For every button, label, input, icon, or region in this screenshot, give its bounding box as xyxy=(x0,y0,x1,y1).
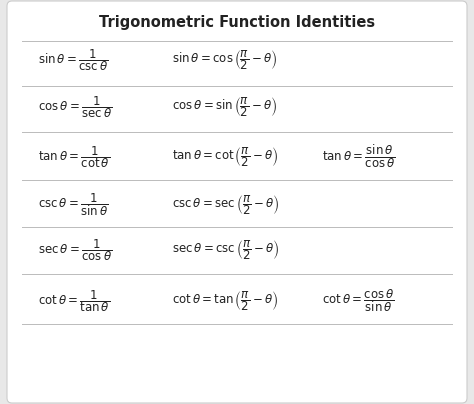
Text: $\tan\theta = \dfrac{1}{\cot\theta}$: $\tan\theta = \dfrac{1}{\cot\theta}$ xyxy=(38,144,110,170)
Text: $\sin\theta = \dfrac{1}{\csc\theta}$: $\sin\theta = \dfrac{1}{\csc\theta}$ xyxy=(38,47,109,73)
Text: $\cot\theta = \dfrac{\cos\theta}{\sin\theta}$: $\cot\theta = \dfrac{\cos\theta}{\sin\th… xyxy=(322,288,395,314)
Text: $\sin\theta = \cos\left(\dfrac{\pi}{2} - \theta\right)$: $\sin\theta = \cos\left(\dfrac{\pi}{2} -… xyxy=(172,48,277,72)
Text: $\cot\theta = \tan\left(\dfrac{\pi}{2} - \theta\right)$: $\cot\theta = \tan\left(\dfrac{\pi}{2} -… xyxy=(172,289,278,313)
Text: $\sec\theta = \csc\left(\dfrac{\pi}{2} - \theta\right)$: $\sec\theta = \csc\left(\dfrac{\pi}{2} -… xyxy=(172,238,280,262)
Text: Trigonometric Function Identities: Trigonometric Function Identities xyxy=(99,15,375,29)
Text: $\tan\theta = \cot\left(\dfrac{\pi}{2} - \theta\right)$: $\tan\theta = \cot\left(\dfrac{\pi}{2} -… xyxy=(172,145,278,169)
Text: $\csc\theta = \dfrac{1}{\sin\theta}$: $\csc\theta = \dfrac{1}{\sin\theta}$ xyxy=(38,191,109,218)
Text: $\cot\theta = \dfrac{1}{\tan\theta}$: $\cot\theta = \dfrac{1}{\tan\theta}$ xyxy=(38,288,110,314)
Text: $\cos\theta = \dfrac{1}{\sec\theta}$: $\cos\theta = \dfrac{1}{\sec\theta}$ xyxy=(38,94,112,120)
Text: $\csc\theta = \sec\left(\dfrac{\pi}{2} - \theta\right)$: $\csc\theta = \sec\left(\dfrac{\pi}{2} -… xyxy=(172,193,280,217)
FancyBboxPatch shape xyxy=(7,1,467,403)
Text: $\tan\theta = \dfrac{\sin\theta}{\cos\theta}$: $\tan\theta = \dfrac{\sin\theta}{\cos\th… xyxy=(322,144,396,170)
Text: $\sec\theta = \dfrac{1}{\cos\theta}$: $\sec\theta = \dfrac{1}{\cos\theta}$ xyxy=(38,237,112,263)
Text: $\cos\theta = \sin\left(\dfrac{\pi}{2} - \theta\right)$: $\cos\theta = \sin\left(\dfrac{\pi}{2} -… xyxy=(172,95,277,119)
